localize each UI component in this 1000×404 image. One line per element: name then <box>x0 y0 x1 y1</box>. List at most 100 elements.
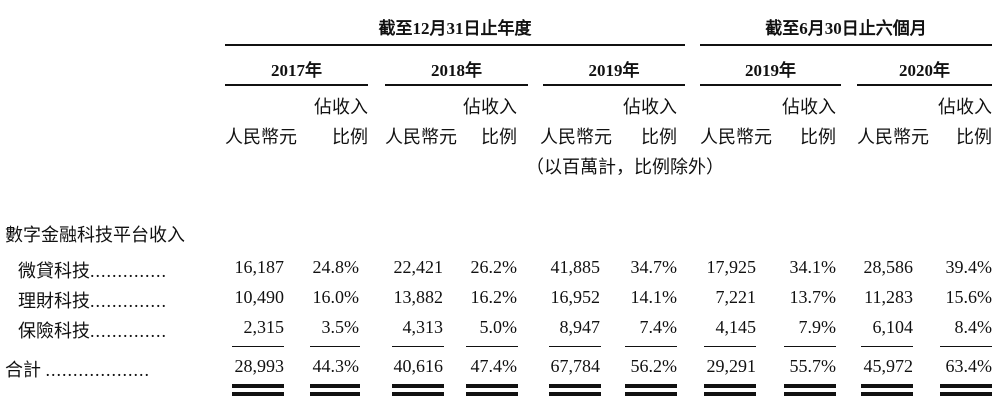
table-cell: 7,221 <box>715 287 757 307</box>
table-cell: 8.4% <box>954 317 993 337</box>
year-header-2019-full: 2019年 <box>588 61 640 80</box>
double-underline <box>940 392 992 396</box>
double-underline <box>861 392 913 396</box>
table-cell: 34.7% <box>630 257 678 277</box>
subtotal-rule <box>310 346 360 347</box>
col-header-pct-line1: 佔收入 <box>463 97 517 117</box>
period-header-jun30: 截至6月30日止六個月 <box>765 19 927 38</box>
year-header-2020-half: 2020年 <box>899 61 950 80</box>
subtotal-rule <box>625 346 677 347</box>
total-cell: 28,993 <box>234 356 285 376</box>
table-cell: 39.4% <box>945 257 993 277</box>
double-underline <box>704 392 756 396</box>
col-header-pct-line1: 佔收入 <box>782 97 836 117</box>
row-label: 微貸科技.............. <box>18 261 167 281</box>
col-header-pct-line2: 比例 <box>332 127 368 147</box>
col-header-rmb: 人民幣元 <box>225 127 297 147</box>
total-cell: 29,291 <box>706 356 757 376</box>
double-underline <box>392 392 444 396</box>
double-underline <box>549 392 601 396</box>
year-header-2018: 2018年 <box>431 61 482 80</box>
table-cell: 16.2% <box>470 287 518 307</box>
col-header-pct-line1: 佔收入 <box>938 97 992 117</box>
table-cell: 22,421 <box>393 257 444 277</box>
table-cell: 10,490 <box>234 287 285 307</box>
double-underline <box>549 384 601 388</box>
table-cell: 6,104 <box>872 317 914 337</box>
double-underline <box>232 392 284 396</box>
total-label: 合計 ................... <box>5 360 150 380</box>
table-cell: 28,586 <box>863 257 914 277</box>
double-underline <box>310 384 360 388</box>
table-cell: 4,145 <box>715 317 757 337</box>
table-cell: 15.6% <box>945 287 993 307</box>
double-underline <box>784 384 836 388</box>
table-cell: 3.5% <box>321 317 360 337</box>
subtotal-rule <box>784 346 836 347</box>
year-header-2017: 2017年 <box>271 61 322 80</box>
table-cell: 2,315 <box>243 317 285 337</box>
total-cell: 44.3% <box>312 356 360 376</box>
total-cell: 47.4% <box>470 356 518 376</box>
table-cell: 34.1% <box>789 257 837 277</box>
table-cell: 7.4% <box>639 317 678 337</box>
col-header-pct-line1: 佔收入 <box>623 97 677 117</box>
total-cell: 63.4% <box>945 356 993 376</box>
double-underline <box>704 384 756 388</box>
subtotal-rule <box>704 346 756 347</box>
total-cell: 56.2% <box>630 356 678 376</box>
table-cell: 41,885 <box>550 257 601 277</box>
subtotal-rule <box>861 346 913 347</box>
row-label: 保險科技.............. <box>18 321 167 341</box>
double-underline <box>466 384 518 388</box>
table-cell: 14.1% <box>630 287 678 307</box>
double-underline <box>625 384 677 388</box>
col-header-pct-line2: 比例 <box>481 127 517 147</box>
year-rule-2019-full <box>543 84 685 86</box>
year-rule-2020-half <box>857 84 992 86</box>
table-cell: 16.0% <box>312 287 360 307</box>
table-cell: 26.2% <box>470 257 518 277</box>
subtotal-rule <box>392 346 444 347</box>
col-header-rmb: 人民幣元 <box>857 127 929 147</box>
table-cell: 16,952 <box>550 287 601 307</box>
year-header-2019-half: 2019年 <box>745 61 796 80</box>
col-header-rmb: 人民幣元 <box>700 127 772 147</box>
double-underline <box>625 392 677 396</box>
col-header-pct-line1: 佔收入 <box>314 97 368 117</box>
total-cell: 45,972 <box>863 356 914 376</box>
row-label: 理財科技.............. <box>18 291 167 311</box>
subtotal-rule <box>940 346 992 347</box>
subtotal-rule <box>232 346 284 347</box>
col-header-pct-line2: 比例 <box>800 127 836 147</box>
table-cell: 7.9% <box>798 317 837 337</box>
section-title: 數字金融科技平台收入 <box>5 225 185 245</box>
double-underline <box>310 392 360 396</box>
col-header-pct-line2: 比例 <box>641 127 677 147</box>
table-cell: 13.7% <box>789 287 837 307</box>
table-cell: 4,313 <box>402 317 444 337</box>
table-cell: 11,283 <box>864 287 913 307</box>
table-cell: 5.0% <box>479 317 518 337</box>
double-underline <box>784 392 836 396</box>
year-rule-2017 <box>225 84 368 86</box>
period-header-dec31: 截至12月31日止年度 <box>378 19 532 38</box>
period-rule-dec31 <box>225 44 685 46</box>
double-underline <box>940 384 992 388</box>
total-cell: 40,616 <box>393 356 444 376</box>
col-header-rmb: 人民幣元 <box>385 127 457 147</box>
table-cell: 8,947 <box>559 317 601 337</box>
col-header-rmb: 人民幣元 <box>540 127 612 147</box>
col-header-pct-line2: 比例 <box>956 127 992 147</box>
table-cell: 17,925 <box>706 257 757 277</box>
table-cell: 13,882 <box>393 287 444 307</box>
year-rule-2018 <box>385 84 528 86</box>
subtotal-rule <box>466 346 518 347</box>
double-underline <box>861 384 913 388</box>
year-rule-2019-half <box>700 84 841 86</box>
total-cell: 67,784 <box>550 356 601 376</box>
double-underline <box>392 384 444 388</box>
period-rule-jun30 <box>700 44 992 46</box>
col-header-note: （以百萬計，比例除外） <box>526 157 724 177</box>
subtotal-rule <box>549 346 601 347</box>
